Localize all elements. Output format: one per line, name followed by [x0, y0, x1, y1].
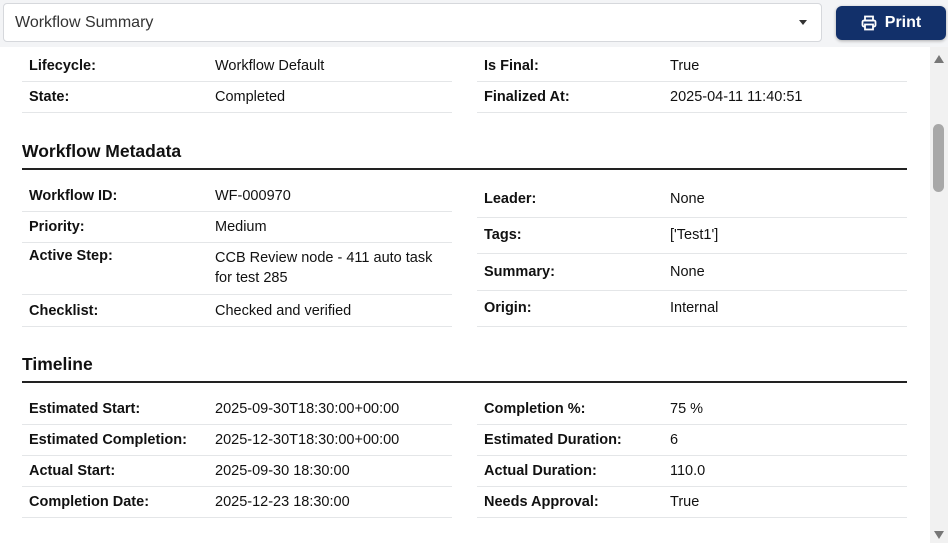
field-label: Estimated Completion: — [29, 432, 187, 448]
general-left: Lifecycle: Workflow Default State: Complet… — [22, 51, 452, 113]
field-row: Completion %: 75 % — [477, 394, 907, 425]
field-row: Tags: ['Test1'] — [477, 218, 907, 254]
field-row: Leader: None — [477, 181, 907, 218]
field-row: Summary: None — [477, 254, 907, 291]
scroll-up-icon[interactable] — [934, 55, 944, 63]
field-label: Needs Approval: — [484, 494, 599, 510]
section-title-timeline: Timeline — [22, 354, 907, 383]
printer-icon — [861, 15, 877, 31]
field-row: Lifecycle: Workflow Default — [22, 51, 452, 82]
field-row: Finalized At: 2025-04-11 11:40:51 — [477, 82, 907, 113]
field-value: Medium — [215, 219, 267, 235]
field-value: Completed — [215, 89, 286, 105]
field-row: Actual Start: 2025-09-30 18:30:00 — [22, 456, 452, 487]
view-select-value: Workflow Summary — [15, 13, 154, 31]
field-row: Checklist: Checked and verified — [22, 295, 452, 327]
field-row: Origin: Internal — [477, 291, 907, 327]
field-label: Completion Date: — [29, 494, 150, 510]
scrollbar-thumb[interactable] — [933, 124, 944, 192]
print-button[interactable]: Print — [836, 6, 946, 40]
field-label: Workflow ID: — [29, 188, 118, 204]
scrollbar[interactable] — [930, 47, 948, 543]
field-row: Estimated Completion: 2025-12-30T18:30:00… — [22, 425, 452, 456]
field-value: True — [670, 58, 700, 74]
field-row: Priority: Medium — [22, 212, 452, 243]
field-value: 2025-04-11 11:40:51 — [670, 89, 803, 105]
field-row: Is Final: True — [477, 51, 907, 82]
field-row: State: Completed — [22, 82, 452, 113]
field-value: True — [670, 494, 700, 510]
field-label: Actual Duration: — [484, 463, 597, 479]
metadata-right: Leader: None Tags: ['Test1'] Summary: None … — [477, 181, 907, 327]
field-label: Checklist: — [29, 302, 99, 319]
field-label: Tags: — [484, 227, 522, 244]
chevron-down-icon — [799, 20, 807, 25]
scroll-down-icon[interactable] — [934, 531, 944, 539]
field-row: Active Step: CCB Review node - 411 auto t… — [22, 243, 452, 295]
field-label: Estimated Start: — [29, 401, 141, 417]
field-value: ['Test1'] — [670, 227, 719, 244]
field-label: Is Final: — [484, 58, 539, 74]
field-value: 75 % — [670, 401, 704, 417]
field-value: Checked and verified — [215, 302, 352, 319]
general-right: Is Final: True Finalized At: 2025-04-11 11… — [477, 51, 907, 113]
field-value: 2025-09-30 18:30:00 — [215, 463, 350, 479]
field-label: Priority: — [29, 219, 85, 235]
field-value: 6 — [670, 432, 679, 448]
field-label: Estimated Duration: — [484, 432, 622, 448]
field-label: Actual Start: — [29, 463, 116, 479]
field-value: 2025-12-30T18:30:00+00:00 — [215, 432, 400, 448]
field-row: Workflow ID: WF-000970 — [22, 181, 452, 212]
field-value: CCB Review node - 411 auto task for test… — [215, 250, 433, 286]
view-select[interactable]: Workflow Summary — [3, 3, 822, 42]
field-row: Needs Approval: True — [477, 487, 907, 518]
field-value: 2025-09-30T18:30:00+00:00 — [215, 401, 400, 417]
section-title-metadata: Workflow Metadata — [22, 141, 907, 170]
field-row: Completion Date: 2025-12-23 18:30:00 — [22, 487, 452, 518]
field-value: WF-000970 — [215, 188, 291, 204]
field-label: Leader: — [484, 190, 537, 207]
field-row: Estimated Start: 2025-09-30T18:30:00+00:0… — [22, 394, 452, 425]
field-value: None — [670, 263, 705, 280]
field-value: None — [670, 190, 705, 207]
field-label: Finalized At: — [484, 89, 570, 105]
field-label: Lifecycle: — [29, 58, 96, 74]
metadata-left: Workflow ID: WF-000970 Priority: Medium Ac… — [22, 181, 452, 327]
timeline-left: Estimated Start: 2025-09-30T18:30:00+00:0… — [22, 394, 452, 518]
timeline-right: Completion %: 75 % Estimated Duration: 6 A… — [477, 394, 907, 518]
field-label: Origin: — [484, 300, 532, 317]
field-row: Actual Duration: 110.0 — [477, 456, 907, 487]
toolbar: Workflow Summary Print — [0, 0, 948, 47]
field-label: Summary: — [484, 263, 555, 280]
field-value: 110.0 — [670, 463, 706, 479]
field-value: 2025-12-23 18:30:00 — [215, 494, 350, 510]
field-value: Internal — [670, 300, 719, 317]
field-label: Active Step: — [29, 248, 113, 264]
field-value: Workflow Default — [215, 58, 325, 74]
print-label: Print — [884, 14, 922, 31]
field-label: Completion %: — [484, 401, 586, 417]
field-label: State: — [29, 89, 70, 105]
field-row: Estimated Duration: 6 — [477, 425, 907, 456]
